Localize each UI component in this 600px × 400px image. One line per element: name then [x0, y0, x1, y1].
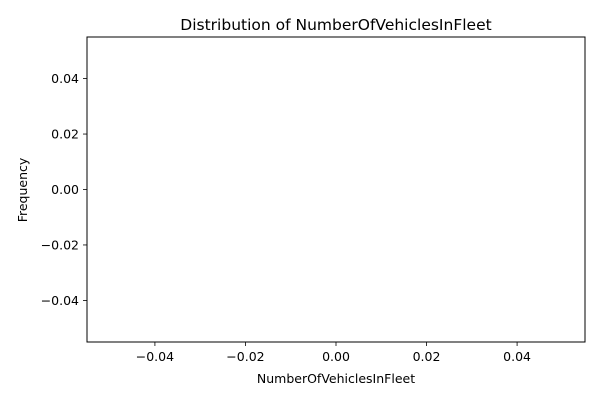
y-axis-label: Frequency	[15, 157, 30, 222]
y-tick-label: 0.00	[51, 182, 79, 197]
y-axis-ticks: −0.04 −0.02 0.00 0.02 0.04	[41, 71, 87, 308]
x-axis-label: NumberOfVehiclesInFleet	[257, 371, 415, 386]
y-tick-label: 0.04	[51, 71, 79, 86]
x-tick-label: 0.00	[322, 349, 350, 364]
x-tick-label: 0.04	[503, 349, 531, 364]
x-tick-label: 0.02	[413, 349, 441, 364]
x-tick-label: −0.02	[226, 349, 264, 364]
y-tick-label: 0.02	[51, 127, 79, 142]
x-axis-ticks: −0.04 −0.02 0.00 0.02 0.04	[136, 342, 531, 364]
chart-title: Distribution of NumberOfVehiclesInFleet	[180, 16, 491, 34]
y-tick-label: −0.04	[41, 293, 79, 308]
y-tick-label: −0.02	[41, 237, 79, 252]
x-tick-label: −0.04	[136, 349, 174, 364]
